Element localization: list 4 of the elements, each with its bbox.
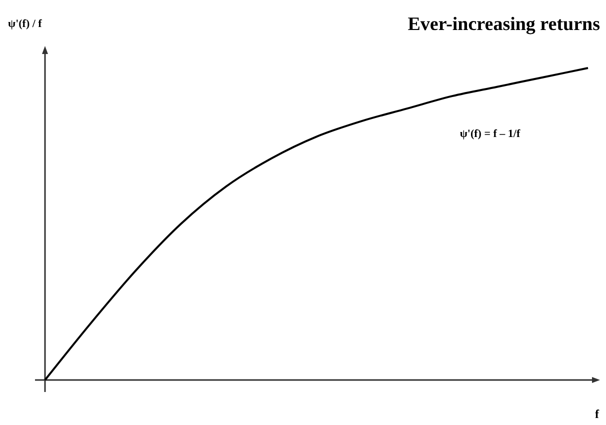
y-axis-title: ψ'(f) / f <box>8 18 42 30</box>
x-axis-title: f <box>595 407 600 421</box>
chart-title: Ever-increasing returns <box>408 14 600 35</box>
annotation: ψ'(f) = f – 1/f <box>460 128 520 140</box>
